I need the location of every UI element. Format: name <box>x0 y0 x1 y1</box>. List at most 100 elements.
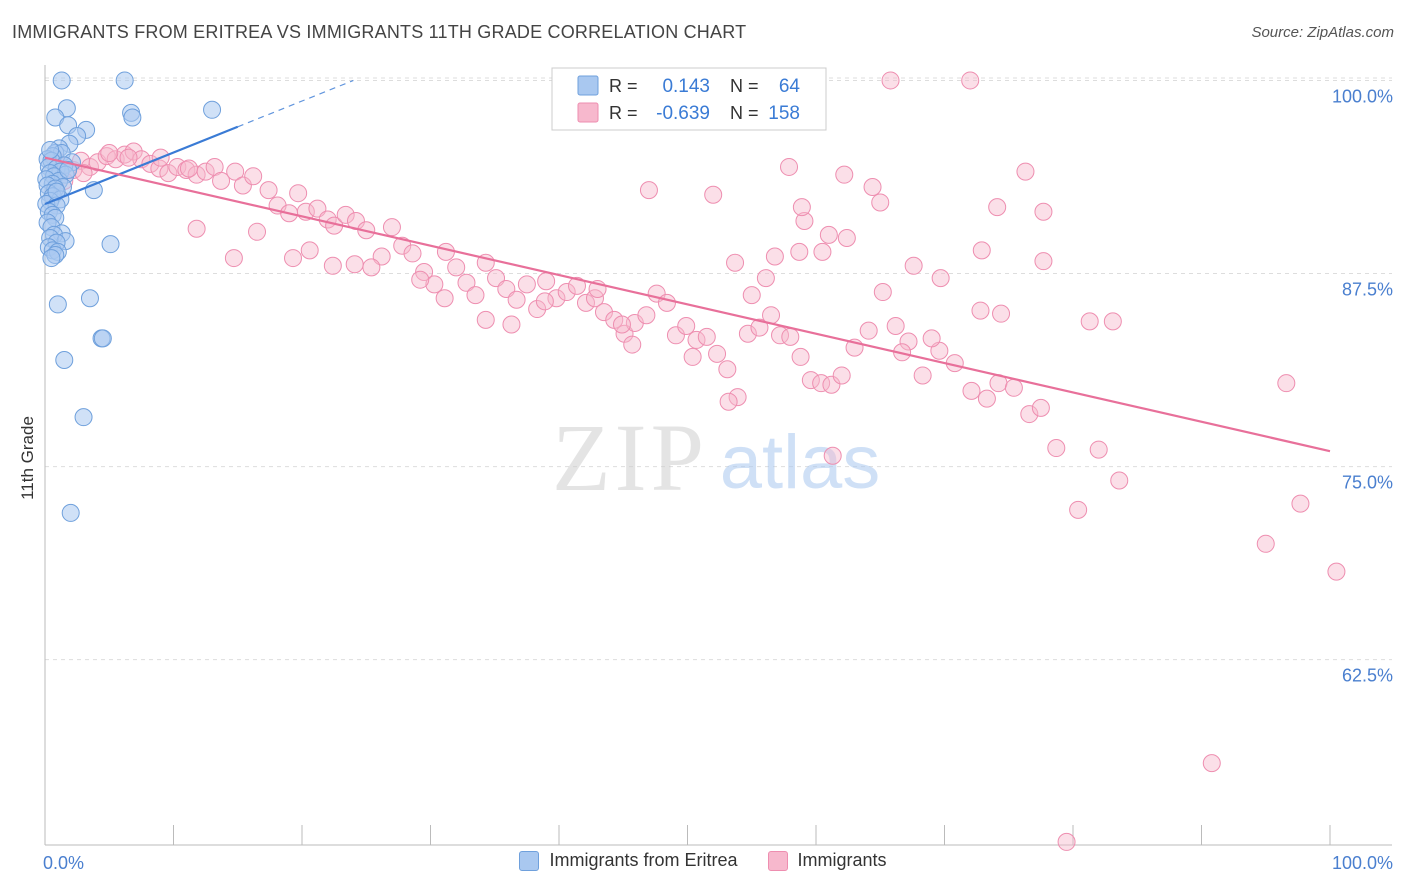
immigrants-point <box>1202 754 1221 773</box>
immigrants-point <box>557 283 576 302</box>
immigrants-point <box>790 242 809 261</box>
eritrea-point <box>42 249 61 268</box>
immigrants-point <box>832 366 851 385</box>
legend-n-label: N = <box>730 103 759 123</box>
immigrants-point <box>657 293 676 312</box>
immigrants-point <box>336 205 355 224</box>
immigrants-point <box>1020 405 1039 424</box>
immigrants-point <box>382 218 401 237</box>
immigrants-point <box>781 327 800 346</box>
immigrants-point <box>687 330 706 349</box>
immigrants-point <box>248 222 267 241</box>
tick-labels: 100.0% 87.5% 75.0% 62.5% 0.0% 100.0% <box>43 86 1393 873</box>
immigrants-point <box>594 303 613 322</box>
x-tick-label: 0.0% <box>43 853 84 873</box>
legend-label-eritrea: Immigrants from Eritrea <box>549 850 738 870</box>
immigrants-point <box>822 375 841 394</box>
immigrants-point <box>1327 562 1346 581</box>
immigrants-point <box>708 344 727 363</box>
immigrants-point <box>738 324 757 343</box>
immigrants-point <box>567 276 586 295</box>
y-tick-label: 100.0% <box>1332 86 1393 106</box>
immigrants-point <box>697 327 716 346</box>
immigrants-point <box>284 249 303 268</box>
immigrants-point <box>436 242 455 261</box>
immigrants-point <box>447 258 466 277</box>
immigrants-point <box>300 241 319 260</box>
immigrants-point <box>179 159 198 178</box>
immigrants-point <box>1057 832 1076 851</box>
legend-swatch-blue <box>577 75 599 96</box>
immigrants-point <box>1016 162 1035 181</box>
eritrea-point <box>41 140 60 159</box>
immigrants-point <box>677 317 696 336</box>
eritrea-trend-line <box>44 125 239 206</box>
immigrants-point <box>476 310 495 329</box>
immigrants-point <box>226 162 245 181</box>
watermark-zip: ZIP <box>552 404 708 511</box>
immigrants-point <box>119 148 138 167</box>
immigrants-point <box>323 256 342 275</box>
immigrants-point <box>1103 312 1122 331</box>
immigrants-point <box>899 332 918 351</box>
immigrants-point <box>1256 534 1275 553</box>
immigrants-point <box>742 286 761 305</box>
immigrants-point <box>528 300 547 319</box>
immigrants-point <box>411 270 430 289</box>
immigrants-point <box>886 317 905 336</box>
legend-item-eritrea: Immigrants from Eritrea <box>519 850 738 871</box>
legend-r-label: R = <box>609 76 638 96</box>
immigrants-point <box>683 347 702 366</box>
immigrants-point <box>819 225 838 244</box>
eritrea-point <box>123 108 142 127</box>
immigrants-point <box>576 293 595 312</box>
immigrants-point <box>728 388 747 407</box>
immigrants-point <box>1080 312 1099 331</box>
immigrants-point <box>233 176 252 195</box>
watermark-atlas: atlas <box>720 420 881 505</box>
immigrants-point <box>971 301 990 320</box>
watermark: ZIP atlas <box>552 404 880 511</box>
legend-swatch-immigrants <box>767 850 788 871</box>
immigrants-point <box>425 275 444 294</box>
immigrants-point <box>1047 439 1066 458</box>
eritrea-trend-extension <box>237 79 354 128</box>
immigrants-point <box>863 178 882 197</box>
immigrants-point <box>1110 471 1129 490</box>
immigrants-point <box>881 71 900 90</box>
eritrea-points <box>37 71 222 522</box>
immigrants-point <box>637 306 656 325</box>
immigrants-point <box>823 446 842 465</box>
legend-n-label: N = <box>730 76 759 96</box>
immigrants-point <box>187 219 206 238</box>
eritrea-point <box>59 161 78 180</box>
immigrants-point <box>1277 374 1296 393</box>
immigrants-point <box>780 157 799 176</box>
immigrants-point <box>403 244 422 263</box>
immigrants-point <box>1089 440 1108 459</box>
immigrants-point <box>904 256 923 275</box>
immigrants-point <box>224 249 243 268</box>
immigrants-points <box>46 71 1346 851</box>
legend-swatch-pink <box>577 102 599 123</box>
y-tick-label: 62.5% <box>1342 666 1393 686</box>
immigrants-point <box>813 242 832 261</box>
immigrants-point <box>795 212 814 230</box>
legend-item-immigrants: Immigrants <box>767 850 887 871</box>
immigrants-point <box>1069 500 1088 519</box>
immigrants-point <box>435 289 454 308</box>
immigrants-point <box>962 381 981 400</box>
x-tick-label: 100.0% <box>1332 853 1393 873</box>
immigrants-point <box>466 286 485 305</box>
immigrants-point <box>931 269 950 288</box>
immigrants-point <box>612 315 631 334</box>
immigrants-trend-line <box>44 156 1331 453</box>
immigrants-point <box>873 283 892 302</box>
immigrants-point <box>259 181 278 200</box>
immigrants-point <box>547 289 566 308</box>
immigrants-point <box>801 371 820 390</box>
immigrants-point <box>792 198 811 217</box>
immigrants-point <box>835 165 854 184</box>
y-axis-label: 11th Grade <box>18 416 37 500</box>
immigrants-point <box>972 241 991 260</box>
